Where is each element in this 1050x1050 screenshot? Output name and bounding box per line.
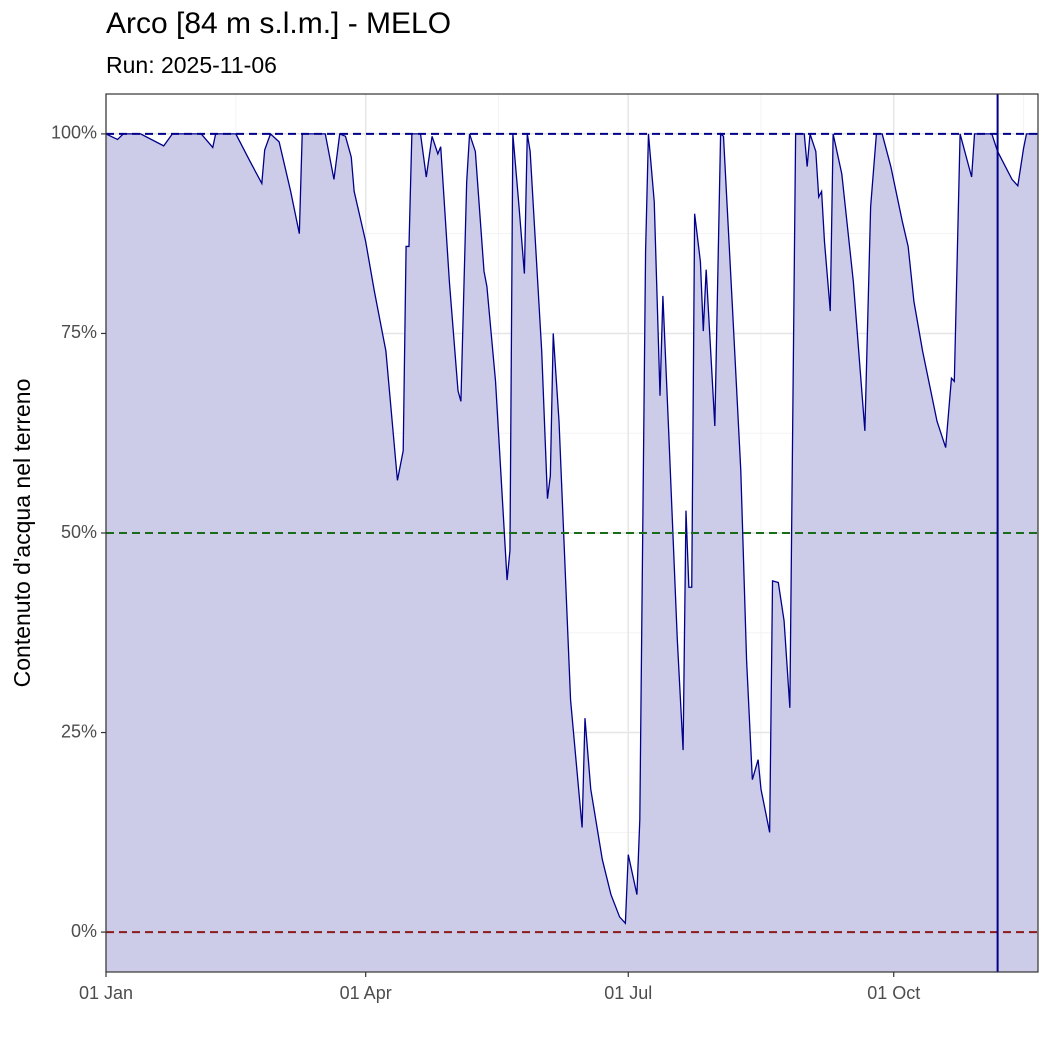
x-tick-label: 01 Jul <box>604 983 652 1003</box>
chart-title: Arco [84 m s.l.m.] - MELO <box>106 7 451 40</box>
chart-subtitle: Run: 2025-11-06 <box>106 52 277 78</box>
y-tick-label: 25% <box>61 721 97 741</box>
x-tick-label: 01 Jan <box>79 983 133 1003</box>
x-tick-label: 01 Oct <box>867 983 920 1003</box>
y-tick-label: 0% <box>71 921 97 941</box>
y-axis-label: Contenuto d'acqua nel terreno <box>9 379 35 688</box>
x-tick-label: 01 Apr <box>340 983 392 1003</box>
y-tick-label: 100% <box>51 123 97 143</box>
y-tick-label: 50% <box>61 522 97 542</box>
y-tick-label: 75% <box>61 322 97 342</box>
area <box>106 133 1038 972</box>
line <box>105 132 1038 925</box>
